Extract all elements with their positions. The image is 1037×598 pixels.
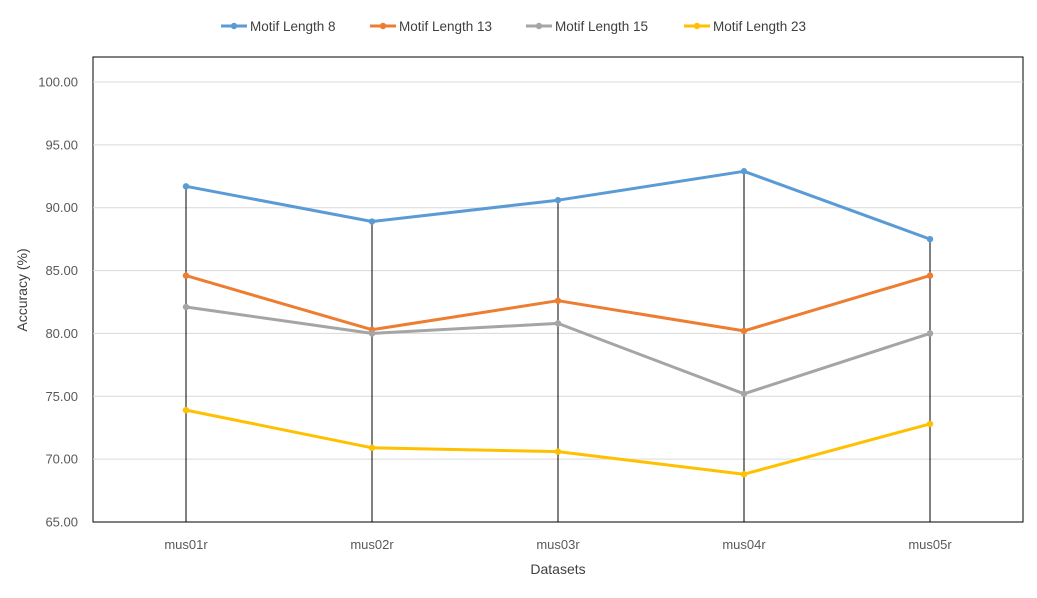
legend-label: Motif Length 13 [399,19,492,34]
series-layer [182,168,934,478]
drop-lines [185,171,931,522]
data-point [368,218,376,225]
x-tick-label: mus04r [722,537,766,552]
data-point [554,297,562,304]
x-tick-label: mus03r [536,537,580,552]
data-point [554,320,562,327]
y-tick-label: 90.00 [45,200,78,215]
y-tick-label: 100.00 [38,75,78,90]
data-point [182,406,190,414]
data-point [926,330,934,337]
x-tick-label: mus05r [908,537,952,552]
data-point [554,448,562,455]
x-axis: mus01r mus02r mus03r mus04r mus05r [164,537,952,552]
data-point [182,272,190,279]
data-point [740,168,748,175]
legend: Motif Length 8 Motif Length 13 Motif Lengt… [221,19,806,34]
data-point [926,235,934,243]
data-point [926,272,934,279]
data-point [740,327,748,335]
data-point [368,444,376,452]
data-point [740,471,748,478]
legend-label: Motif Length 23 [713,19,806,34]
x-axis-title: Datasets [530,561,585,577]
series-group [182,303,934,397]
legend-swatch-marker [693,22,701,30]
y-tick-label: 95.00 [45,137,78,152]
data-point [182,183,190,190]
data-point [182,303,190,311]
y-axis: 65.00 70.00 75.00 80.00 85.00 90.00 95.00 100.0… [38,75,78,530]
legend-swatch-marker [535,22,543,30]
legend-item: Motif Length 15 [526,19,648,34]
x-tick-label: mus02r [350,537,394,552]
series-group [182,406,934,478]
y-tick-label: 65.00 [45,515,78,530]
x-tick-label: mus01r [164,537,208,552]
data-point [926,420,934,428]
y-tick-label: 75.00 [45,389,78,404]
legend-swatch-marker [230,22,238,30]
series-group [182,168,934,243]
legend-item: Motif Length 13 [370,19,492,34]
data-point [554,196,562,204]
legend-item: Motif Length 23 [684,19,806,34]
legend-label: Motif Length 15 [555,19,648,34]
y-tick-label: 80.00 [45,326,78,341]
data-point [368,330,376,337]
data-point [740,390,748,397]
y-tick-label: 85.00 [45,263,78,278]
y-axis-title: Accuracy (%) [14,248,30,331]
legend-swatch-marker [379,22,387,30]
legend-label: Motif Length 8 [250,19,336,34]
y-tick-label: 70.00 [45,452,78,467]
legend-item: Motif Length 8 [221,19,336,34]
